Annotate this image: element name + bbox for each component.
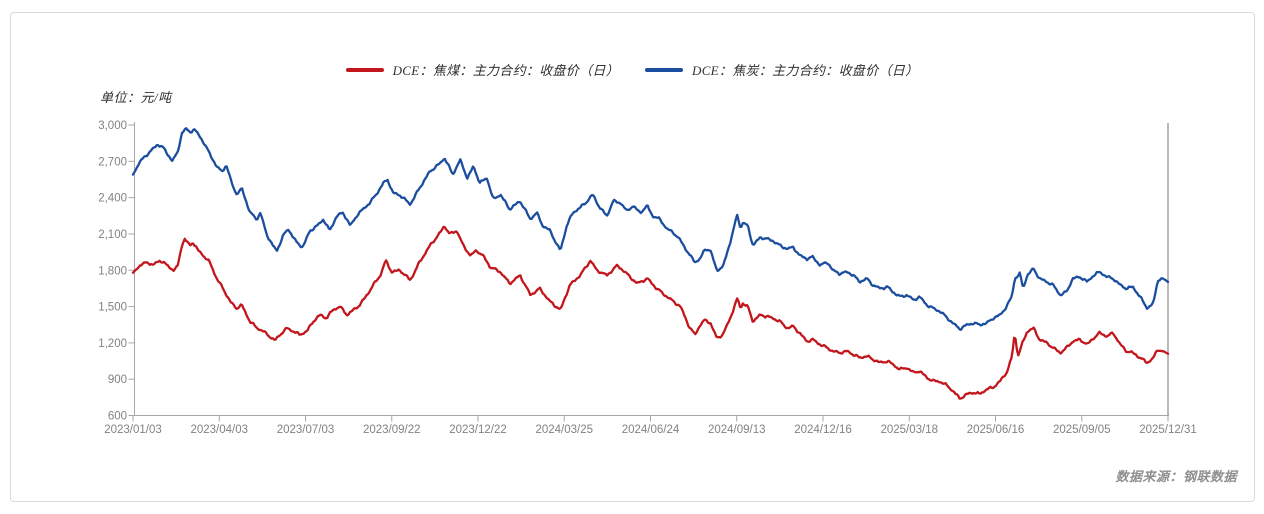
unit-label: 单位：元/吨 bbox=[100, 90, 172, 105]
svg-text:2,100: 2,100 bbox=[98, 229, 127, 241]
svg-text:2023/01/03: 2023/01/03 bbox=[104, 424, 162, 436]
y-axis: 600 900 1,200 1,500 1,800 2,100 2,400 2,700 3,00… bbox=[98, 120, 135, 423]
legend-item-label: DCE：焦煤：主力合约：收盘价（日） bbox=[392, 63, 619, 78]
svg-text:1,800: 1,800 bbox=[98, 265, 127, 277]
svg-text:1,500: 1,500 bbox=[98, 302, 127, 314]
data-source-label: 数据来源：钢联数据 bbox=[1115, 469, 1237, 484]
svg-text:2023/09/22: 2023/09/22 bbox=[363, 424, 421, 436]
svg-text:2024/12/16: 2024/12/16 bbox=[794, 424, 852, 436]
svg-text:2025/12/31: 2025/12/31 bbox=[1139, 424, 1197, 436]
legend-item-coke[interactable]: DCE：焦炭：主力合约：收盘价（日） bbox=[645, 60, 918, 79]
chart-legend: DCE：焦煤：主力合约：收盘价（日） DCE：焦炭：主力合约：收盘价（日） bbox=[0, 60, 1264, 79]
svg-text:2023/12/22: 2023/12/22 bbox=[449, 424, 507, 436]
svg-text:1,200: 1,200 bbox=[98, 338, 127, 350]
svg-text:600: 600 bbox=[108, 411, 127, 423]
svg-text:2,700: 2,700 bbox=[98, 156, 127, 168]
legend-swatch-icon bbox=[645, 67, 683, 72]
series-line-coking-coal bbox=[131, 225, 1170, 400]
legend-item-coking-coal[interactable]: DCE：焦煤：主力合约：收盘价（日） bbox=[345, 60, 619, 79]
svg-text:3,000: 3,000 bbox=[98, 120, 127, 132]
svg-text:2024/09/13: 2024/09/13 bbox=[708, 424, 766, 436]
legend-swatch-icon bbox=[345, 67, 384, 72]
svg-text:2024/06/24: 2024/06/24 bbox=[622, 424, 680, 436]
svg-text:2023/07/03: 2023/07/03 bbox=[277, 424, 335, 436]
svg-text:2,400: 2,400 bbox=[98, 193, 127, 205]
svg-text:2025/06/16: 2025/06/16 bbox=[967, 424, 1025, 436]
svg-text:2025/03/18: 2025/03/18 bbox=[880, 424, 938, 436]
svg-text:2025/09/05: 2025/09/05 bbox=[1053, 424, 1111, 436]
chart-card bbox=[10, 12, 1255, 502]
legend-item-label: DCE：焦炭：主力合约：收盘价（日） bbox=[692, 63, 919, 78]
x-axis: 2023/01/03 2023/04/03 2023/07/03 2023/09/22… bbox=[104, 415, 1197, 436]
svg-text:2024/03/25: 2024/03/25 bbox=[535, 424, 593, 436]
svg-text:900: 900 bbox=[108, 374, 127, 386]
series-line-coke bbox=[131, 127, 1170, 331]
svg-text:2023/04/03: 2023/04/03 bbox=[190, 424, 248, 436]
